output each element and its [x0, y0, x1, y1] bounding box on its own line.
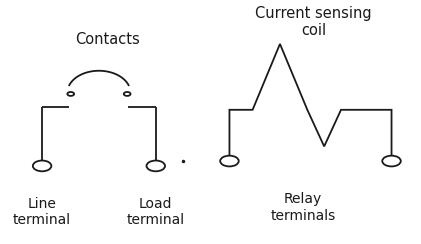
Text: Contacts: Contacts: [75, 31, 140, 47]
Circle shape: [220, 156, 239, 166]
Text: Line
terminal: Line terminal: [13, 197, 71, 227]
Circle shape: [147, 161, 165, 171]
Circle shape: [124, 92, 131, 96]
Circle shape: [67, 92, 74, 96]
Circle shape: [33, 161, 51, 171]
Circle shape: [382, 156, 401, 166]
Text: Current sensing
coil: Current sensing coil: [255, 6, 372, 38]
Text: Relay
terminals: Relay terminals: [271, 192, 336, 223]
Text: Load
terminal: Load terminal: [127, 197, 185, 227]
